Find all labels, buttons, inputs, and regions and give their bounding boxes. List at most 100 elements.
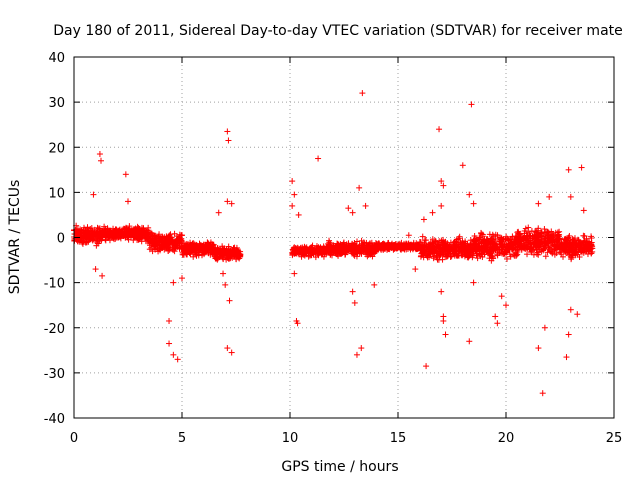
data-point [173,233,180,240]
data-point [318,246,325,253]
y-tick-label: 10 [48,186,65,201]
data-point [165,240,172,247]
y-tick-label: -40 [44,412,65,427]
data-point [119,229,126,236]
x-tick-label: 15 [390,431,407,446]
data-point [148,244,155,251]
x-tick-label: 0 [70,431,78,446]
data-point [147,229,154,236]
data-points [71,90,596,397]
y-tick-label: 40 [48,51,65,66]
y-tick-label: 20 [48,141,65,156]
x-tick-label: 5 [178,431,186,446]
data-point [158,241,165,248]
x-tick-label: 25 [606,431,623,446]
data-point [174,235,181,242]
data-point [102,236,109,243]
data-point [215,255,222,262]
y-axis-label: SDTVAR / TECUs [7,180,23,295]
data-point [106,233,113,240]
y-tick-label: 0 [57,232,65,247]
data-point [308,252,315,259]
data-point [307,248,314,255]
data-point [211,249,218,256]
data-point [296,246,303,253]
data-point [212,250,219,257]
data-point [126,226,133,233]
data-point [134,223,141,230]
data-point [100,227,107,234]
data-point [219,249,226,256]
data-point [196,247,203,254]
data-point [134,229,141,236]
data-point [205,249,212,256]
data-point [237,251,244,258]
data-point [136,235,143,242]
data-point [102,237,109,244]
chart-title: Day 180 of 2011, Sidereal Day-to-day VTE… [53,23,623,39]
data-point [85,233,92,240]
y-tick-label: -10 [44,277,65,292]
data-point [123,224,130,231]
data-point [312,249,319,256]
data-point [83,239,90,246]
data-point [216,247,223,254]
data-point [84,229,91,236]
data-point [157,235,164,242]
data-point [183,248,190,255]
data-point [84,224,91,231]
data-point [306,246,313,253]
y-tick-label: 30 [48,96,65,111]
data-point [223,256,230,263]
data-point [146,246,153,253]
data-point [143,231,150,238]
data-point [195,244,202,251]
y-tick-label: -20 [44,322,65,337]
data-point [171,240,178,247]
data-point [90,229,97,236]
data-point [300,247,307,254]
x-tick-label: 20 [498,431,515,446]
data-point [106,228,113,235]
data-point [75,233,82,240]
data-point [171,241,178,248]
data-point [88,225,95,232]
x-axis-label: GPS time / hours [281,459,398,475]
x-tick-label: 10 [282,431,299,446]
data-point [142,230,149,237]
data-point [290,248,297,255]
data-point [174,244,181,251]
data-point [102,230,109,237]
data-point [124,234,131,241]
data-point [130,234,137,241]
data-point [95,225,102,232]
data-point [209,242,216,249]
data-point [204,240,211,247]
data-point [220,255,227,262]
data-point [223,246,230,253]
data-point [166,246,173,253]
data-point [95,240,102,247]
data-point [85,227,92,234]
data-point [194,250,201,257]
data-point [233,253,240,260]
data-point [193,252,200,259]
data-point [166,240,173,247]
data-point [129,229,136,236]
data-point [153,245,160,252]
data-point [219,254,226,261]
data-point [183,240,190,247]
data-point [110,234,117,241]
data-point [106,232,113,239]
data-point [301,248,308,255]
data-point [187,241,194,248]
data-point [164,235,171,242]
data-point [186,247,193,254]
data-point [227,250,234,257]
data-point [152,242,159,249]
data-point [147,237,154,244]
data-point [82,234,89,241]
data-point [125,236,132,243]
data-point [94,224,101,231]
